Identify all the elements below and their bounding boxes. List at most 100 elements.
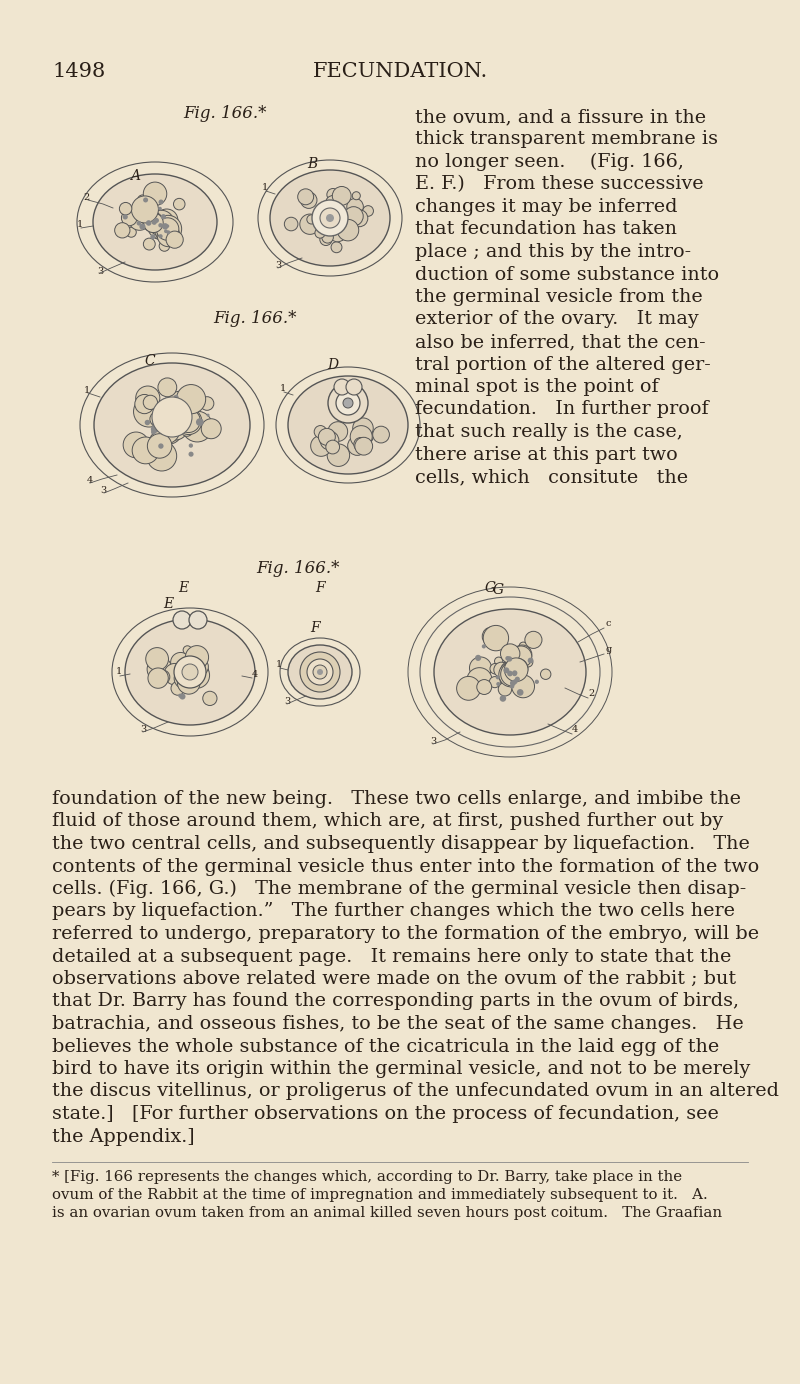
Circle shape	[119, 202, 132, 215]
Circle shape	[322, 231, 334, 244]
Circle shape	[184, 663, 210, 688]
Circle shape	[498, 682, 512, 696]
Text: 3: 3	[97, 267, 103, 275]
Circle shape	[154, 216, 182, 242]
Circle shape	[182, 670, 201, 689]
Circle shape	[346, 198, 363, 215]
Circle shape	[514, 677, 520, 682]
Circle shape	[158, 397, 179, 418]
Text: G: G	[485, 581, 495, 595]
Circle shape	[477, 680, 492, 695]
Text: exterior of the ovary.   It may: exterior of the ovary. It may	[415, 310, 698, 328]
Circle shape	[510, 646, 532, 667]
Text: Fig. 166.*: Fig. 166.*	[214, 310, 297, 327]
Circle shape	[156, 670, 170, 684]
Circle shape	[179, 662, 202, 684]
Circle shape	[144, 209, 159, 224]
Circle shape	[501, 662, 525, 686]
Circle shape	[200, 397, 214, 410]
Text: fecundation.   In further proof: fecundation. In further proof	[415, 400, 709, 418]
Circle shape	[312, 201, 348, 237]
Circle shape	[513, 671, 517, 677]
Circle shape	[143, 212, 163, 233]
Circle shape	[327, 188, 339, 201]
Circle shape	[171, 404, 188, 421]
Ellipse shape	[288, 376, 408, 473]
Text: changes it may be inferred: changes it may be inferred	[415, 198, 678, 216]
Circle shape	[128, 208, 150, 230]
Circle shape	[136, 386, 160, 410]
Circle shape	[176, 385, 206, 414]
Circle shape	[467, 667, 492, 693]
Text: E: E	[163, 597, 173, 610]
Circle shape	[320, 208, 340, 228]
Ellipse shape	[276, 367, 420, 483]
Circle shape	[178, 429, 183, 436]
Circle shape	[190, 670, 194, 673]
Circle shape	[202, 419, 221, 439]
Circle shape	[146, 220, 151, 226]
Circle shape	[501, 644, 520, 663]
Circle shape	[178, 693, 182, 698]
Circle shape	[156, 217, 179, 241]
Circle shape	[298, 188, 314, 205]
Ellipse shape	[112, 608, 268, 736]
Circle shape	[134, 396, 165, 428]
Circle shape	[354, 425, 374, 446]
Text: 1498: 1498	[52, 62, 106, 82]
Text: bird to have its origin within the germinal vesicle, and not to be merely: bird to have its origin within the germi…	[52, 1060, 750, 1078]
Text: E. F.)   From these successive: E. F.) From these successive	[415, 176, 704, 194]
Circle shape	[513, 645, 532, 664]
Circle shape	[206, 414, 210, 417]
Circle shape	[158, 206, 162, 210]
Circle shape	[496, 682, 500, 686]
Circle shape	[457, 677, 481, 700]
Circle shape	[482, 627, 501, 646]
Circle shape	[177, 410, 200, 433]
Text: F: F	[310, 621, 320, 635]
Circle shape	[510, 684, 514, 689]
Circle shape	[327, 444, 350, 466]
Circle shape	[186, 645, 209, 668]
Circle shape	[174, 668, 194, 689]
Text: 3: 3	[100, 486, 106, 495]
Circle shape	[167, 430, 170, 433]
Circle shape	[161, 215, 166, 220]
Circle shape	[177, 666, 194, 684]
Text: tral portion of the altered ger-: tral portion of the altered ger-	[415, 356, 710, 374]
Circle shape	[159, 414, 180, 435]
Circle shape	[513, 680, 518, 684]
Circle shape	[202, 691, 217, 706]
Circle shape	[314, 425, 326, 439]
Text: C: C	[145, 354, 155, 368]
Circle shape	[185, 668, 190, 674]
Text: 3: 3	[430, 738, 436, 746]
Circle shape	[522, 657, 533, 667]
Circle shape	[174, 198, 185, 210]
Text: fluid of those around them, which are, at first, pushed further out by: fluid of those around them, which are, a…	[52, 812, 723, 830]
Circle shape	[185, 673, 200, 688]
Circle shape	[152, 220, 157, 224]
Circle shape	[171, 681, 185, 695]
Ellipse shape	[94, 363, 250, 487]
Text: 2: 2	[588, 689, 594, 698]
Text: that such really is the case,: that such really is the case,	[415, 424, 682, 441]
Circle shape	[167, 403, 170, 406]
Circle shape	[152, 417, 180, 444]
Circle shape	[164, 401, 184, 421]
Circle shape	[189, 653, 206, 670]
Circle shape	[343, 212, 361, 230]
Text: B: B	[307, 156, 317, 172]
Text: g: g	[605, 645, 611, 655]
Circle shape	[354, 437, 367, 451]
Text: the discus vitellinus, or proligerus of the unfecundated ovum in an altered: the discus vitellinus, or proligerus of …	[52, 1082, 779, 1100]
Circle shape	[150, 411, 165, 426]
Circle shape	[497, 662, 519, 684]
Circle shape	[148, 210, 174, 237]
Text: Fig. 166.*: Fig. 166.*	[183, 105, 266, 122]
Circle shape	[336, 392, 360, 415]
Text: F: F	[315, 581, 325, 595]
Text: 1: 1	[84, 386, 90, 394]
Circle shape	[150, 433, 162, 444]
Circle shape	[158, 443, 163, 448]
